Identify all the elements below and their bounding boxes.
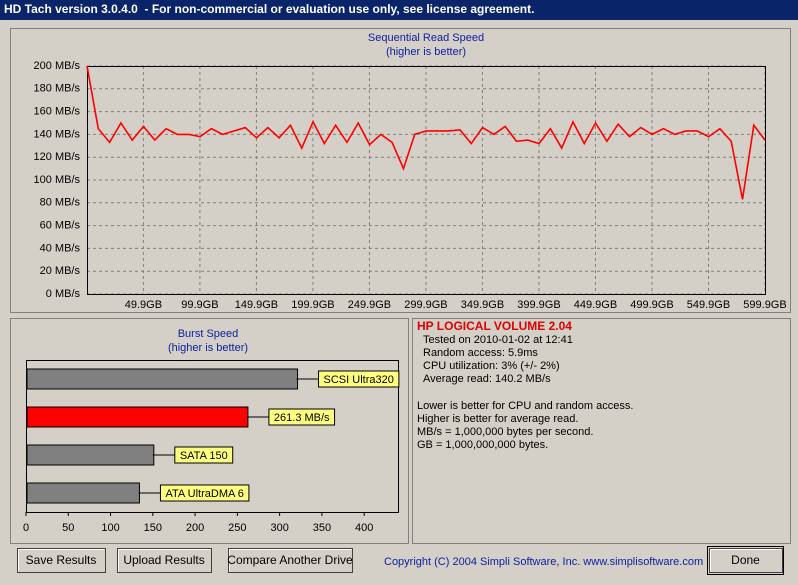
read-speed-line bbox=[86, 65, 766, 200]
x-tick-label: 449.9GB bbox=[574, 299, 617, 311]
test-info: Random access: 5.9ms bbox=[423, 347, 538, 359]
label-box bbox=[268, 408, 336, 426]
button-face bbox=[709, 548, 783, 573]
plot-area bbox=[26, 360, 399, 513]
x-tick-label: 350 bbox=[313, 522, 331, 534]
button[interactable]: Upload Results bbox=[117, 548, 212, 573]
label-box bbox=[159, 484, 250, 502]
chart-title: Burst Speed bbox=[178, 328, 239, 340]
x-tick-label: 299.9GB bbox=[404, 299, 447, 311]
note: MB/s = 1,000,000 bytes per second. bbox=[417, 426, 593, 438]
y-tick-label: 0 MB/s bbox=[46, 288, 81, 300]
bar-label: SATA 150 bbox=[180, 450, 228, 462]
x-tick-label: 199.9GB bbox=[291, 299, 334, 311]
bar bbox=[26, 482, 140, 504]
button-highlight bbox=[710, 549, 782, 572]
button-highlight bbox=[229, 549, 352, 572]
button-face bbox=[228, 548, 353, 573]
y-tick-label: 40 MB/s bbox=[40, 242, 81, 254]
y-tick-label: 160 MB/s bbox=[34, 106, 81, 118]
button-highlight bbox=[18, 549, 105, 572]
label-box bbox=[318, 370, 400, 388]
button-label: Compare Another Drive bbox=[227, 553, 353, 567]
test-info: Average read: 140.2 MB/s bbox=[423, 373, 551, 385]
title-bar bbox=[0, 0, 798, 20]
plot-area bbox=[87, 66, 766, 295]
note: Lower is better for CPU and random acces… bbox=[417, 400, 633, 412]
burst-panel bbox=[10, 318, 409, 544]
y-tick-label: 80 MB/s bbox=[40, 197, 81, 209]
chart-subtitle: (higher is better) bbox=[386, 46, 466, 58]
x-tick-label: 150 bbox=[144, 522, 162, 534]
bar-label: SCSI Ultra320 bbox=[324, 374, 394, 386]
y-tick-label: 180 MB/s bbox=[34, 83, 81, 95]
y-tick-label: 200 MB/s bbox=[34, 60, 81, 72]
x-tick-label: 400 bbox=[355, 522, 373, 534]
button-label: Upload Results bbox=[123, 553, 204, 567]
top-panel bbox=[10, 28, 791, 313]
x-tick-label: 249.9GB bbox=[348, 299, 391, 311]
bar-label: 261.3 MB/s bbox=[274, 412, 330, 424]
window-title: HD Tach version 3.0.4.0 - For non-commer… bbox=[4, 2, 534, 16]
button[interactable]: Done bbox=[707, 546, 784, 575]
x-tick-label: 100 bbox=[101, 522, 119, 534]
button-face bbox=[17, 548, 106, 573]
button[interactable]: Save Results bbox=[17, 548, 106, 573]
label-box bbox=[174, 446, 234, 464]
y-tick-label: 60 MB/s bbox=[40, 220, 81, 232]
x-tick-label: 300 bbox=[270, 522, 288, 534]
copyright: Copyright (C) 2004 Simpli Software, Inc.… bbox=[384, 556, 703, 568]
x-tick-label: 50 bbox=[62, 522, 74, 534]
button[interactable]: Compare Another Drive bbox=[227, 548, 353, 573]
button-label: Save Results bbox=[26, 553, 97, 567]
note: GB = 1,000,000,000 bytes. bbox=[417, 439, 548, 451]
chart-title: Sequential Read Speed bbox=[368, 32, 484, 44]
chart-subtitle: (higher is better) bbox=[168, 342, 248, 354]
bar bbox=[26, 406, 249, 428]
x-tick-label: 399.9GB bbox=[517, 299, 560, 311]
bar bbox=[26, 368, 299, 390]
x-tick-label: 49.9GB bbox=[125, 299, 162, 311]
y-tick-label: 100 MB/s bbox=[34, 174, 81, 186]
button-face bbox=[117, 548, 212, 573]
x-tick-label: 549.9GB bbox=[687, 299, 730, 311]
y-tick-label: 120 MB/s bbox=[34, 151, 81, 163]
info-panel bbox=[412, 318, 791, 544]
test-info: Tested on 2010-01-02 at 12:41 bbox=[423, 334, 573, 346]
button-highlight bbox=[118, 549, 211, 572]
x-tick-label: 599.9GB bbox=[743, 299, 786, 311]
x-tick-label: 0 bbox=[23, 522, 29, 534]
button-focus bbox=[707, 546, 784, 575]
bar bbox=[26, 444, 155, 466]
button-label: Done bbox=[731, 553, 760, 567]
bar-label: ATA UltraDMA 6 bbox=[165, 488, 243, 500]
drive-name: HP LOGICAL VOLUME 2.04 bbox=[417, 319, 572, 333]
x-tick-label: 250 bbox=[228, 522, 246, 534]
y-tick-label: 20 MB/s bbox=[40, 265, 81, 277]
x-tick-label: 99.9GB bbox=[181, 299, 218, 311]
x-tick-label: 499.9GB bbox=[630, 299, 673, 311]
x-tick-label: 349.9GB bbox=[461, 299, 504, 311]
y-tick-label: 140 MB/s bbox=[34, 128, 81, 140]
note: Higher is better for average read. bbox=[417, 413, 578, 425]
x-tick-label: 149.9GB bbox=[235, 299, 278, 311]
test-info: CPU utilization: 3% (+/- 2%) bbox=[423, 360, 560, 372]
x-tick-label: 200 bbox=[186, 522, 204, 534]
